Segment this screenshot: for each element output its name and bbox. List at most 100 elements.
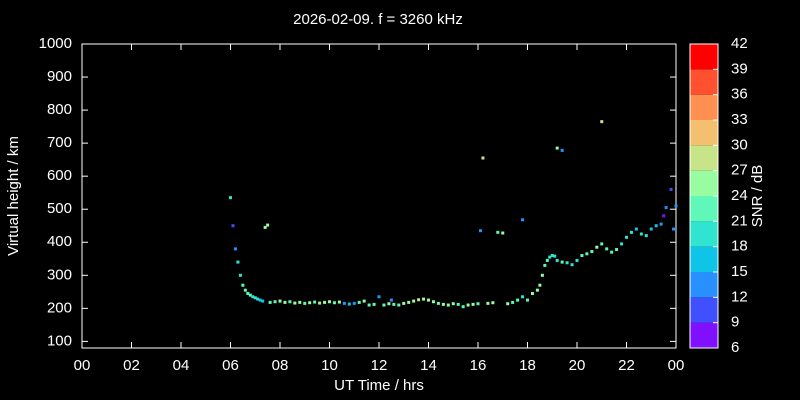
data-point — [634, 227, 638, 231]
data-point — [575, 258, 579, 262]
data-point — [293, 301, 297, 305]
data-point — [328, 300, 331, 304]
x-tick-label: 16 — [470, 357, 487, 374]
data-point — [238, 273, 242, 277]
data-point — [511, 300, 515, 304]
colorbar-tick-label: 33 — [731, 111, 748, 128]
data-point — [382, 303, 386, 307]
data-point — [639, 232, 643, 236]
data-point — [451, 302, 455, 306]
colorbar-tick-label: 24 — [731, 187, 748, 204]
data-point — [672, 227, 676, 231]
data-point — [560, 260, 564, 264]
x-tick-label: 20 — [569, 357, 586, 374]
data-point — [516, 298, 520, 302]
data-point — [476, 302, 480, 306]
colorbar-tick-label: 15 — [731, 263, 748, 280]
data-point — [446, 303, 450, 307]
x-tick-label: 08 — [272, 357, 289, 374]
colorbar-band — [690, 170, 718, 196]
colorbar-tick-label: 9 — [731, 314, 739, 331]
data-point — [337, 300, 341, 304]
data-point — [521, 295, 525, 299]
data-point — [545, 258, 549, 262]
y-tick-label: 500 — [47, 200, 72, 217]
data-point — [662, 214, 666, 218]
colorbar-band — [690, 246, 718, 272]
data-point — [422, 297, 426, 301]
data-point — [535, 288, 539, 292]
data-point — [283, 300, 287, 304]
data-point — [501, 231, 505, 235]
data-point — [629, 230, 633, 234]
y-tick-label: 400 — [47, 233, 72, 250]
data-point — [347, 302, 351, 306]
data-point — [565, 261, 569, 265]
y-tick-label: 100 — [47, 332, 72, 349]
data-point — [233, 247, 237, 251]
data-point — [389, 298, 393, 302]
data-point — [273, 300, 277, 304]
data-point — [466, 303, 470, 307]
data-point — [654, 224, 658, 228]
data-point — [570, 263, 574, 267]
data-point — [352, 301, 356, 305]
data-point — [407, 300, 411, 304]
x-tick-label: 18 — [519, 357, 536, 374]
data-point — [431, 300, 435, 304]
data-point — [560, 148, 564, 152]
data-point — [372, 302, 376, 306]
data-point — [540, 273, 544, 277]
data-point — [229, 196, 232, 200]
y-tick-label: 300 — [47, 266, 72, 283]
data-point — [605, 247, 609, 251]
data-point — [620, 242, 624, 246]
data-point — [659, 222, 663, 226]
data-point — [580, 253, 584, 257]
colorbar-band — [690, 322, 718, 348]
data-point — [625, 235, 628, 239]
data-point — [253, 296, 257, 300]
data-point — [669, 187, 673, 191]
data-point — [664, 206, 668, 210]
y-tick-label: 1000 — [39, 35, 72, 52]
data-point — [251, 295, 255, 299]
y-tick-label: 900 — [47, 68, 72, 85]
data-point — [303, 301, 307, 305]
y-tick-label: 800 — [47, 101, 72, 118]
colorbar-tick-label: 42 — [731, 35, 748, 52]
data-point — [555, 258, 559, 262]
data-point — [392, 302, 396, 306]
colorbar-tick-label: 39 — [731, 60, 748, 77]
data-point — [397, 303, 401, 307]
data-point — [268, 300, 272, 304]
data-point — [674, 204, 678, 208]
data-point — [362, 299, 366, 303]
data-point — [258, 298, 262, 302]
data-point — [553, 254, 557, 258]
data-point — [236, 260, 240, 264]
x-tick-label: 04 — [173, 357, 190, 374]
data-point — [278, 299, 282, 303]
data-point — [263, 225, 267, 229]
data-point — [526, 298, 529, 302]
data-point — [387, 302, 391, 306]
colorbar-tick-label: 6 — [731, 339, 739, 356]
x-tick-label: 10 — [321, 357, 338, 374]
data-point — [538, 283, 542, 287]
data-point — [471, 302, 475, 306]
chart-title: 2026-02-09. f = 3260 kHz — [293, 11, 463, 28]
colorbar-tick-label: 21 — [731, 212, 748, 229]
data-point — [248, 293, 252, 297]
data-point — [256, 297, 260, 301]
data-point — [266, 223, 270, 227]
data-point — [496, 230, 500, 234]
data-point — [615, 248, 619, 252]
data-point — [595, 245, 599, 249]
data-point — [323, 300, 327, 304]
colorbar-band — [690, 44, 718, 70]
colorbar-band — [690, 120, 718, 146]
colorbar-tick-label: 30 — [731, 136, 748, 153]
data-point — [555, 146, 559, 150]
y-tick-label: 600 — [47, 167, 72, 184]
